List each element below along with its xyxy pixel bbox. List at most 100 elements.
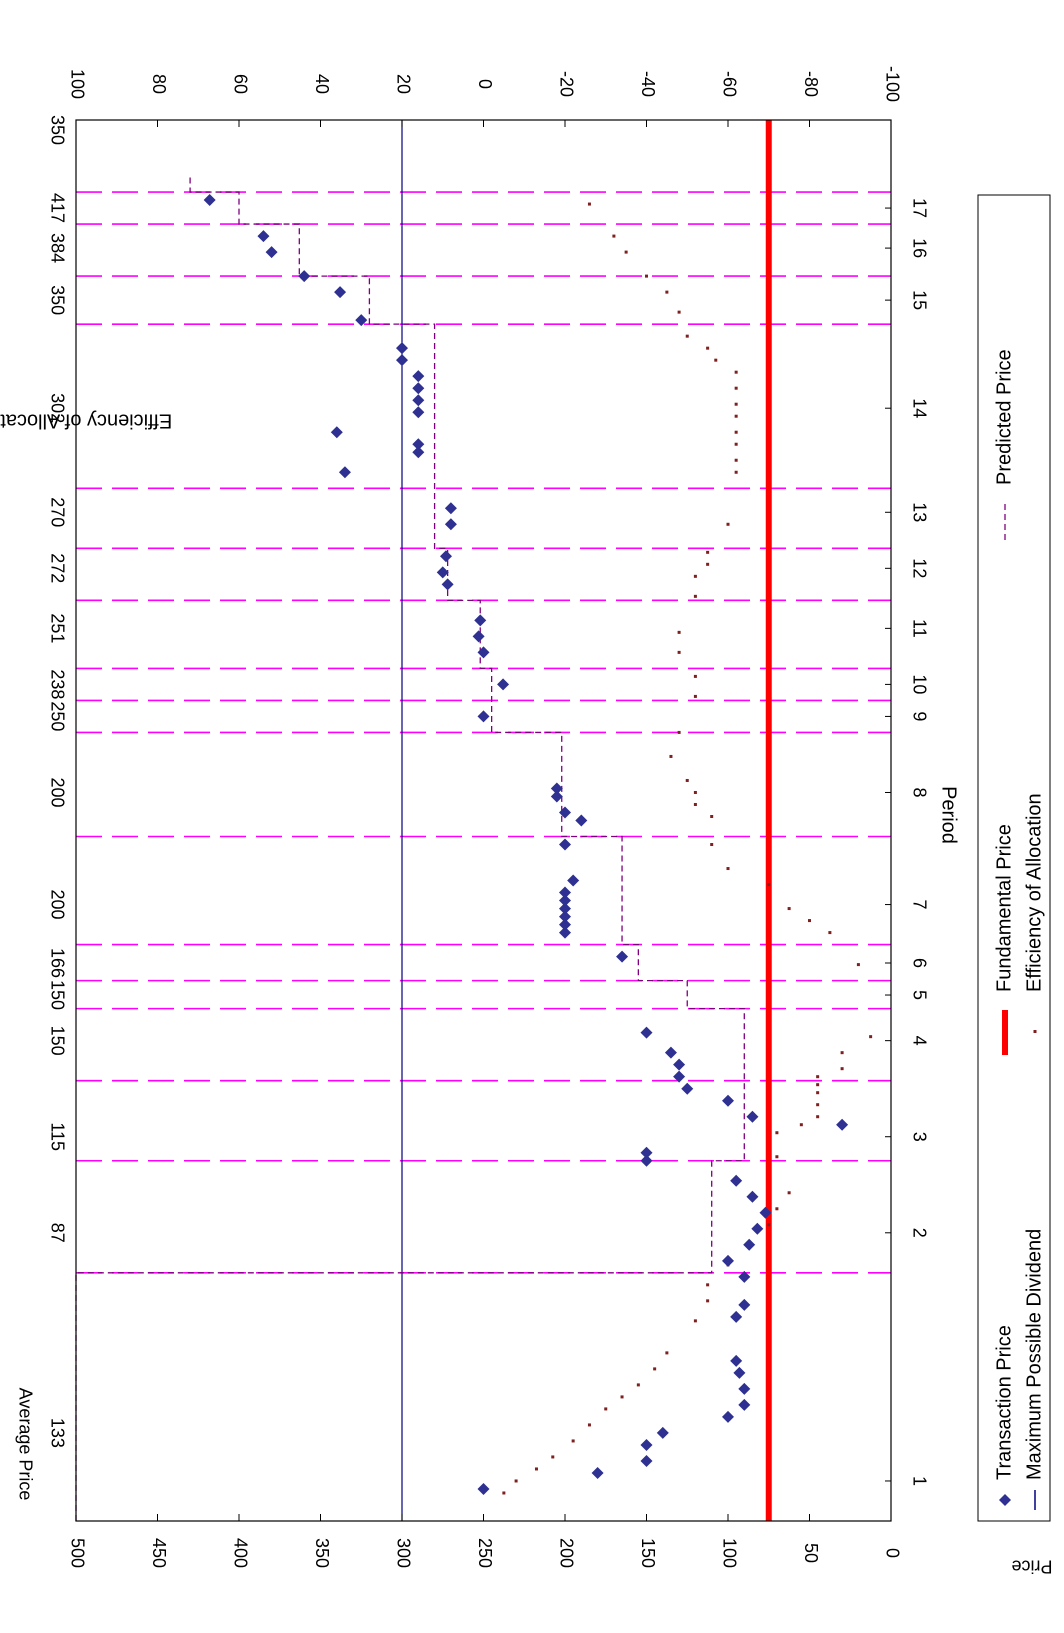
efficiency-point [612,234,616,238]
period-tick-label: 5 [909,990,929,1000]
average-price-label: 417 [47,193,67,223]
average-price-label: 384 [47,233,67,263]
transaction-price-point [559,886,571,899]
transaction-price-point [656,1426,669,1439]
axes: 050100150200250300350400450500-100-80-60… [47,66,929,1568]
efficiency-point [514,1479,518,1483]
price-tick-label: 400 [230,1538,250,1568]
average-price-label: 150 [47,1026,67,1056]
efficiency-point [693,694,697,698]
efficiency-point [816,1091,820,1095]
efficiency-point [840,1067,844,1071]
efficiency-point [734,386,738,390]
transaction-price-point [412,394,425,407]
price-tick-label: 0 [882,1548,902,1558]
average-price-label: 150 [47,980,67,1010]
transaction-price-point [567,874,580,887]
transaction-price-point [738,1398,751,1411]
efficiency-point [787,1191,791,1195]
transaction-price-point [559,918,571,931]
transaction-price-point [355,314,368,327]
average-price-label: 270 [47,497,67,527]
period-tick-label: 1 [909,1476,929,1486]
efficiency-point [775,1207,779,1211]
average-price-label: 250 [47,701,67,731]
efficiency-point [693,802,697,806]
predicted-price-series [75,176,745,1521]
efficiency-point [551,1455,555,1459]
transaction-price-point [836,1118,849,1131]
period-tick-label: 11 [909,619,929,638]
transaction-price-point [559,894,571,907]
efficiency-point [734,430,738,434]
transaction-price-point [338,466,351,479]
efficiency-point [775,1155,779,1159]
efficiency-point [710,843,714,847]
average-price-label: 238 [47,669,67,699]
efficiency-point [828,931,832,935]
efficiency-point [693,1319,697,1323]
average-price-label: 272 [47,553,67,583]
period-tick-label: 7 [909,900,929,910]
period-tick-label: 15 [909,290,929,310]
transaction-price-point [265,246,278,259]
efficiency-tick-label: -40 [638,71,658,97]
price-tick-label: 450 [149,1538,169,1568]
transaction-price-point [436,566,449,579]
price-tick-label: 150 [638,1538,658,1568]
period-tick-label: 2 [909,1228,929,1238]
period-tick-label: 3 [909,1132,929,1142]
efficiency-point [726,867,730,871]
efficiency-tick-label: -60 [719,71,739,97]
efficiency-point [787,907,791,911]
period-tick-label: 17 [909,198,929,218]
transaction-price-point [746,1190,759,1203]
average-price-label: 200 [47,890,67,920]
efficiency-point [767,1223,771,1227]
efficiency-point [620,1395,624,1399]
transaction-price-point [444,502,457,515]
transaction-price-point [444,518,457,531]
price-tick-label: 300 [393,1538,413,1568]
transaction-price-point [497,678,510,691]
transaction-price-point [743,1238,756,1251]
efficiency-point [714,358,718,362]
transaction-price-point [477,646,490,659]
period-axis-title: Period [938,786,960,844]
transaction-price-point [640,1146,653,1159]
efficiency-tick-label: -80 [801,71,821,97]
transaction-price-point [673,1070,686,1083]
efficiency-point [693,594,697,598]
transaction-price-point [722,1094,734,1107]
efficiency-point [767,883,771,887]
efficiency-point [706,562,710,566]
price-tick-label: 500 [67,1538,87,1568]
efficiency-tick-label: -20 [556,71,576,97]
efficiency-point [693,574,697,578]
transaction-price-point [575,814,588,827]
efficiency-point [734,458,738,462]
efficiency-point [587,202,591,206]
average-price-label: 115 [47,1122,67,1151]
efficiency-point [726,522,730,526]
efficiency-point [604,1407,608,1411]
price-axis-title: Price [1011,1556,1052,1576]
efficiency-point [587,1423,591,1427]
transaction-price-point [441,578,454,591]
transaction-price-point [396,342,408,355]
transaction-price-point [298,270,311,283]
transaction-price-point [550,790,563,803]
efficiency-point [685,334,689,338]
efficiency-tick-label: 20 [393,74,413,94]
efficiency-point [677,310,681,314]
transaction-price-point [440,550,453,563]
legend: Transaction Price Fundamental Price Predic… [977,194,1051,1522]
efficiency-point [816,1115,820,1119]
price-tick-label: 250 [475,1538,495,1568]
efficiency-tick-label: 100 [67,69,87,99]
efficiency-point [840,1051,844,1055]
average-price-label: 251 [47,613,67,643]
efficiency-point [808,919,811,923]
period-tick-label: 6 [909,958,929,968]
